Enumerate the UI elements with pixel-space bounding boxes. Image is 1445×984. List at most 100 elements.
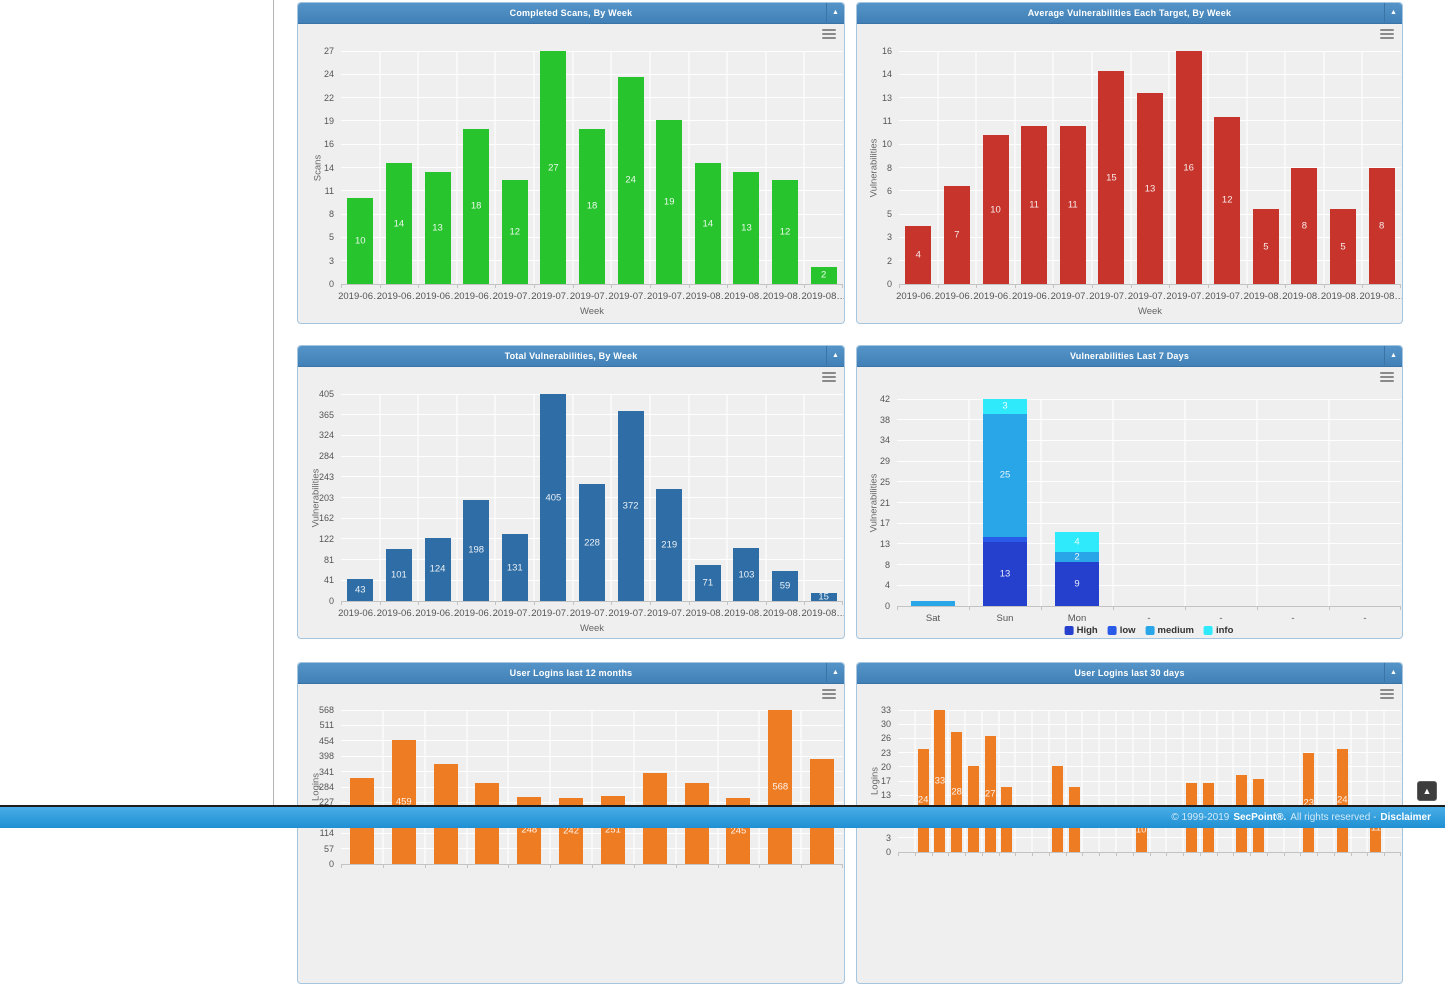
bar[interactable] bbox=[917, 748, 929, 852]
bar[interactable] bbox=[1303, 753, 1315, 852]
bar[interactable] bbox=[943, 186, 970, 284]
bar-value-label: 228 bbox=[584, 537, 600, 549]
y-axis-tick-label: 324 bbox=[318, 430, 334, 441]
bar[interactable] bbox=[1059, 126, 1086, 284]
bar[interactable] bbox=[810, 593, 837, 601]
bar[interactable] bbox=[656, 489, 683, 601]
gridline bbox=[1256, 399, 1258, 606]
bar[interactable] bbox=[579, 128, 605, 284]
stacked-bar-segment[interactable] bbox=[1055, 561, 1099, 606]
bar[interactable] bbox=[984, 735, 996, 852]
bar[interactable] bbox=[424, 171, 451, 284]
chart-total-vulnerabilities: 0 41 81 122 162 203 243 284 324 365 405 43 101 124 198… bbox=[298, 367, 845, 638]
collapse-panel-button[interactable]: ▲ bbox=[1384, 3, 1402, 22]
bar[interactable] bbox=[733, 548, 760, 601]
bar-value-label: 5 bbox=[1263, 241, 1269, 252]
bar-value-label: 459 bbox=[395, 796, 412, 808]
bar[interactable] bbox=[385, 163, 412, 284]
gridline bbox=[1284, 51, 1287, 284]
bar[interactable] bbox=[1368, 167, 1395, 284]
y-axis-tick-label: 33 bbox=[880, 705, 891, 715]
bar[interactable] bbox=[1214, 116, 1241, 284]
stacked-bar-segment[interactable] bbox=[983, 541, 1027, 606]
plot-area: 0571141702272843413984545115683174593703… bbox=[311, 706, 843, 869]
bar[interactable] bbox=[617, 410, 644, 601]
stacked-bar-segment[interactable] bbox=[983, 537, 1027, 542]
bar[interactable] bbox=[1291, 167, 1318, 284]
x-axis-tick bbox=[1183, 852, 1185, 856]
legend-item[interactable]: medium bbox=[1145, 625, 1194, 636]
stacked-bar-segment[interactable] bbox=[1055, 551, 1099, 562]
disclaimer-link[interactable]: Disclaimer bbox=[1380, 812, 1431, 823]
bar-value-label: 12 bbox=[1221, 194, 1233, 206]
gridline bbox=[1328, 399, 1330, 606]
bar[interactable] bbox=[424, 537, 451, 601]
bar[interactable] bbox=[579, 484, 605, 601]
bar[interactable] bbox=[1175, 51, 1202, 284]
bar[interactable] bbox=[1336, 748, 1348, 852]
gridline bbox=[1114, 710, 1117, 852]
bar[interactable] bbox=[694, 564, 721, 601]
bar[interactable] bbox=[1330, 209, 1357, 284]
bar[interactable] bbox=[1021, 126, 1048, 284]
bar[interactable] bbox=[934, 710, 946, 852]
gridline bbox=[1182, 710, 1185, 852]
chart-menu-icon[interactable] bbox=[822, 29, 836, 41]
x-axis-line bbox=[899, 284, 1401, 285]
bar[interactable] bbox=[540, 394, 567, 601]
bar[interactable] bbox=[1098, 71, 1125, 284]
bar[interactable] bbox=[1252, 209, 1279, 284]
chart-menu-icon[interactable] bbox=[1380, 29, 1394, 41]
bar[interactable] bbox=[540, 51, 567, 284]
bar[interactable] bbox=[982, 135, 1009, 284]
chart-menu-icon[interactable] bbox=[822, 372, 836, 384]
bar[interactable] bbox=[905, 225, 932, 284]
bar[interactable] bbox=[694, 163, 721, 284]
bar[interactable] bbox=[772, 180, 799, 284]
gridline bbox=[1332, 710, 1335, 852]
bar[interactable] bbox=[772, 570, 799, 601]
bar[interactable] bbox=[501, 534, 528, 601]
bar[interactable] bbox=[733, 171, 760, 284]
bar[interactable] bbox=[501, 180, 528, 284]
bar[interactable] bbox=[951, 731, 963, 852]
bar[interactable] bbox=[656, 120, 683, 284]
x-axis-category-label: 2019-08… bbox=[762, 291, 808, 302]
x-axis-tick bbox=[1317, 852, 1319, 856]
stacked-bar-segment[interactable] bbox=[911, 601, 955, 606]
scroll-to-top-button[interactable]: ▲ bbox=[1417, 781, 1437, 801]
x-axis-category-label: 2019-07… bbox=[531, 608, 576, 619]
bar[interactable] bbox=[347, 579, 374, 601]
x-axis-tick bbox=[1115, 852, 1117, 856]
plot-area: 0 2 3 5 6 8 10 11 13 14 16 4 7 10 11 11 15 13 16 12 5 8 5 8 2019… bbox=[869, 47, 1403, 318]
x-axis-title: Week bbox=[579, 306, 605, 317]
legend-item[interactable]: low bbox=[1107, 625, 1136, 636]
collapse-panel-button[interactable]: ▲ bbox=[826, 346, 844, 365]
y-axis-tick-label: 14 bbox=[881, 69, 892, 80]
chart-menu-icon[interactable] bbox=[1380, 372, 1394, 384]
legend-item[interactable]: High bbox=[1064, 625, 1098, 636]
collapse-panel-button[interactable]: ▲ bbox=[1384, 663, 1402, 682]
bar[interactable] bbox=[617, 76, 644, 284]
collapse-panel-button[interactable]: ▲ bbox=[826, 3, 844, 22]
chart-menu-icon[interactable] bbox=[1380, 689, 1394, 701]
stacked-bar-segment[interactable] bbox=[983, 399, 1027, 414]
bar[interactable] bbox=[463, 499, 490, 601]
legend-item[interactable]: info bbox=[1203, 625, 1233, 636]
stacked-bar-segment[interactable] bbox=[983, 413, 1027, 537]
bar[interactable] bbox=[385, 549, 412, 601]
collapse-panel-button[interactable]: ▲ bbox=[826, 663, 844, 682]
bar[interactable] bbox=[347, 197, 374, 284]
bar[interactable] bbox=[1137, 93, 1163, 284]
x-axis-category-label: 2019-06… bbox=[453, 608, 499, 619]
x-axis-tick bbox=[456, 284, 458, 288]
bar[interactable] bbox=[810, 266, 837, 284]
collapse-panel-button[interactable]: ▲ bbox=[1384, 346, 1402, 365]
chart-menu-icon[interactable] bbox=[822, 689, 836, 701]
y-axis-tick-label: 21 bbox=[879, 497, 890, 508]
y-axis-tick-label: 203 bbox=[318, 492, 334, 503]
x-axis-tick bbox=[1014, 284, 1016, 288]
y-axis-tick-label: 0 bbox=[884, 601, 890, 611]
stacked-bar-segment[interactable] bbox=[1055, 532, 1099, 552]
bar[interactable] bbox=[463, 128, 490, 284]
